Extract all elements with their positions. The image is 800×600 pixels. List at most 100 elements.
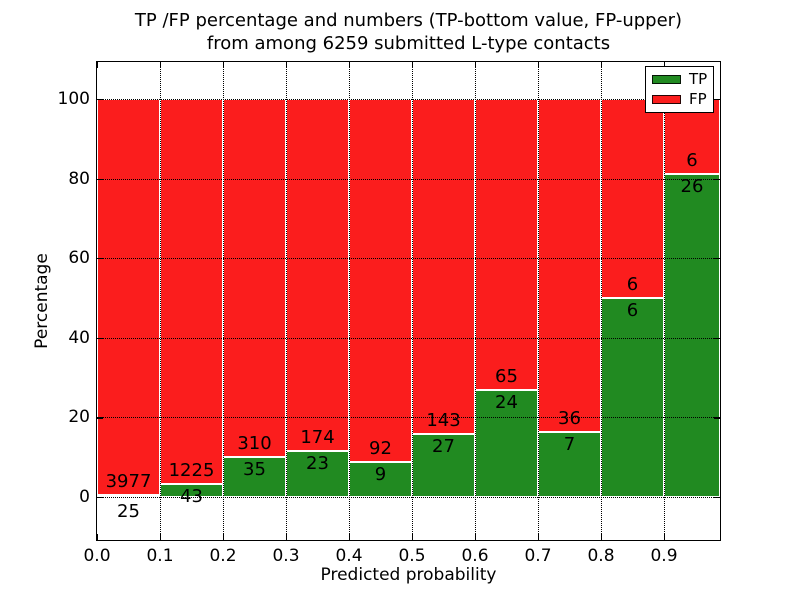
x-tick-mark [286, 534, 288, 540]
y-tick-mark [714, 497, 720, 499]
chart-title-line1: TP /FP percentage and numbers (TP-bottom… [134, 10, 683, 31]
x-tick-mark [475, 534, 477, 540]
horizontal-gridline [97, 178, 720, 180]
vertical-gridline [475, 62, 476, 540]
x-tick-mark [223, 62, 225, 68]
horizontal-gridline [97, 99, 720, 100]
x-tick-label: 0.5 [398, 546, 426, 566]
fp-swatch-icon [652, 94, 681, 104]
tp-count-label: 23 [306, 452, 329, 474]
vertical-gridline [601, 62, 602, 540]
y-tick-mark [97, 178, 103, 180]
tp-bar-segment [664, 173, 720, 497]
fp-count-label: 174 [300, 426, 335, 448]
x-tick-mark [349, 62, 351, 68]
vertical-gridline [538, 62, 539, 540]
x-tick-label: 0.1 [146, 546, 174, 566]
fp-bar-segment [538, 99, 601, 433]
x-tick-label: 0.6 [461, 546, 489, 566]
x-tick-mark [538, 534, 540, 540]
y-tick-mark [714, 258, 720, 260]
x-tick-label: 0.2 [209, 546, 237, 566]
y-tick-mark [714, 417, 720, 419]
x-tick-mark [601, 534, 603, 540]
tp-bar-segment [601, 298, 664, 497]
tp-count-label: 24 [495, 391, 518, 413]
fp-count-label: 6 [626, 274, 639, 295]
y-tick-mark [97, 99, 103, 101]
x-tick-mark [664, 534, 666, 540]
y-tick-label: 20 [68, 407, 90, 428]
x-tick-mark [349, 534, 351, 540]
legend-label-tp: TP [689, 70, 708, 89]
y-tick-label: 80 [68, 168, 90, 189]
x-tick-mark [160, 62, 162, 68]
legend: TP FP [645, 66, 714, 113]
tp-count-label: 7 [563, 434, 576, 456]
tp-count-label: 9 [374, 463, 387, 485]
fp-count-label: 1225 [168, 459, 215, 481]
x-tick-mark [538, 62, 540, 68]
fp-bar-segment [97, 99, 160, 495]
tp-count-label: 25 [117, 501, 140, 522]
fp-bar-segment [160, 99, 223, 484]
tp-bar-segment [97, 494, 160, 497]
y-axis-label: Percentage [32, 253, 52, 349]
x-tick-mark [412, 534, 414, 540]
tp-bar-segment [286, 450, 349, 497]
x-axis-label: Predicted probability [320, 565, 497, 585]
x-tick-label: 0.7 [524, 546, 552, 566]
tp-count-label: 26 [680, 175, 704, 197]
legend-label-fp: FP [689, 89, 707, 108]
fp-count-label: 3977 [105, 470, 152, 492]
x-tick-mark [286, 62, 288, 68]
x-tick-mark [97, 534, 99, 540]
x-tick-label: 0.8 [587, 546, 615, 566]
y-tick-mark [97, 497, 103, 499]
fp-count-label: 6 [686, 149, 698, 171]
y-tick-label: 40 [68, 327, 90, 348]
x-tick-mark [601, 62, 603, 68]
vertical-gridline [223, 62, 224, 540]
horizontal-gridline [97, 258, 720, 260]
vertical-gridline [664, 62, 665, 540]
tp-swatch-icon [652, 75, 681, 85]
fp-bar-segment [412, 99, 475, 434]
vertical-gridline [160, 62, 161, 540]
tp-count-label: 43 [180, 485, 203, 507]
fp-bar-segment [349, 99, 412, 462]
x-tick-mark [475, 62, 477, 68]
x-tick-label: 0.3 [272, 546, 300, 566]
x-tick-label: 0.0 [83, 546, 111, 566]
y-tick-mark [714, 337, 720, 339]
y-tick-mark [97, 417, 103, 419]
legend-item-fp: FP [646, 89, 713, 108]
fp-bar-segment [286, 99, 349, 451]
y-tick-mark [97, 337, 103, 339]
fp-count-label: 143 [426, 409, 461, 431]
x-tick-mark [97, 62, 99, 68]
y-tick-mark [97, 258, 103, 260]
vertical-gridline [286, 62, 287, 540]
y-tick-label: 0 [79, 487, 90, 507]
tp-count-label: 6 [626, 300, 639, 321]
x-tick-label: 0.4 [335, 546, 363, 566]
y-tick-mark [714, 99, 720, 101]
x-tick-label: 0.9 [650, 546, 678, 566]
tp-bar-segment [223, 456, 286, 497]
fp-count-label: 310 [237, 432, 272, 454]
tp-count-label: 27 [432, 435, 455, 457]
y-tick-label: 60 [68, 248, 90, 269]
horizontal-gridline [97, 417, 720, 419]
chart-title-line2: from among 6259 submitted L-type contact… [206, 33, 611, 54]
tp-count-label: 35 [243, 458, 266, 480]
fp-count-label: 92 [369, 437, 392, 459]
fp-count-label: 36 [558, 408, 581, 430]
y-tick-label: 100 [57, 89, 90, 109]
x-tick-mark [223, 534, 225, 540]
vertical-gridline [349, 62, 350, 540]
fp-bar-segment [223, 99, 286, 457]
y-tick-mark [714, 178, 720, 180]
fp-bar-segment [475, 99, 538, 390]
